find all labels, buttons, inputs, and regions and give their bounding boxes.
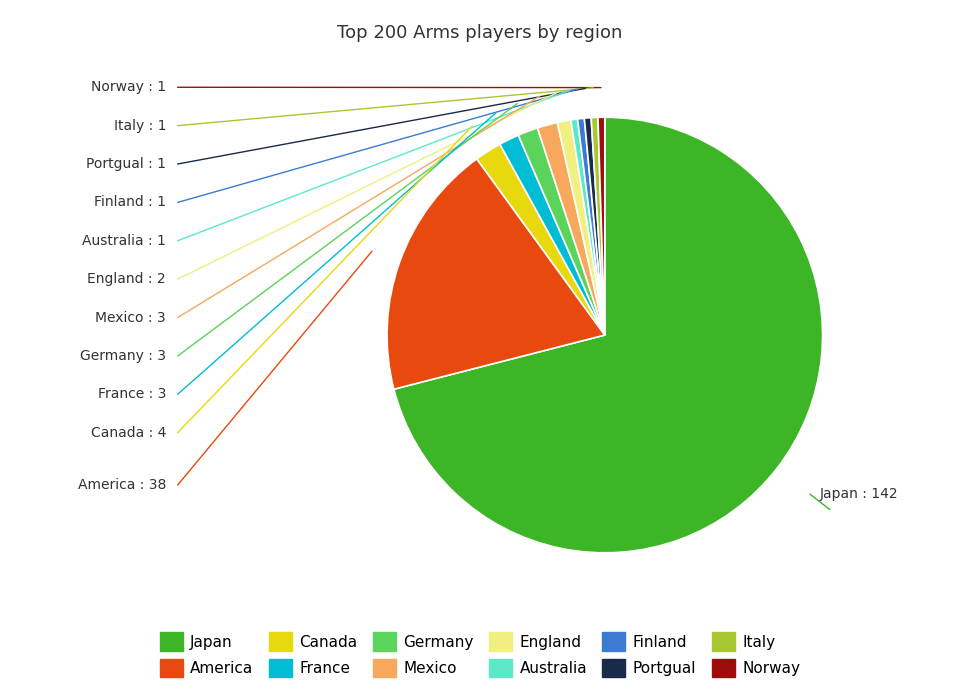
Text: Finland : 1: Finland : 1	[94, 195, 166, 209]
Wedge shape	[558, 120, 605, 335]
Wedge shape	[598, 117, 605, 335]
Wedge shape	[500, 135, 605, 335]
Text: Japan : 142: Japan : 142	[820, 487, 899, 501]
Wedge shape	[578, 118, 605, 335]
Wedge shape	[477, 144, 605, 335]
Text: France : 3: France : 3	[98, 387, 166, 401]
Wedge shape	[394, 117, 823, 553]
Wedge shape	[591, 117, 605, 335]
Text: America : 38: America : 38	[78, 478, 166, 492]
Wedge shape	[538, 123, 605, 335]
Text: Canada : 4: Canada : 4	[90, 426, 166, 440]
Text: Germany : 3: Germany : 3	[80, 349, 166, 363]
Text: Portgual : 1: Portgual : 1	[86, 157, 166, 171]
Text: Norway : 1: Norway : 1	[91, 80, 166, 94]
Wedge shape	[387, 159, 605, 389]
Text: Italy : 1: Italy : 1	[113, 119, 166, 133]
Text: Australia : 1: Australia : 1	[83, 234, 166, 248]
Wedge shape	[585, 118, 605, 335]
Wedge shape	[518, 128, 605, 335]
Text: England : 2: England : 2	[87, 272, 166, 286]
Text: Mexico : 3: Mexico : 3	[95, 311, 166, 325]
Legend: Japan, America, Canada, France, Germany, Mexico, England, Australia, Finland, Po: Japan, America, Canada, France, Germany,…	[154, 626, 806, 683]
Wedge shape	[571, 119, 605, 335]
Text: Top 200 Arms players by region: Top 200 Arms players by region	[337, 24, 623, 43]
